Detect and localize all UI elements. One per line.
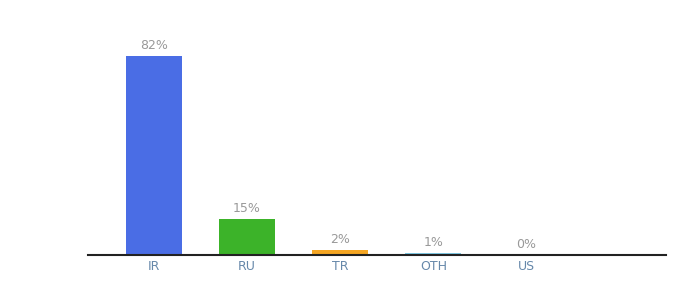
Bar <box>405 253 461 255</box>
Bar <box>126 56 182 255</box>
Text: 82%: 82% <box>139 39 167 52</box>
Bar <box>498 254 554 255</box>
Text: 15%: 15% <box>233 202 261 215</box>
Text: 2%: 2% <box>330 233 350 247</box>
Bar <box>219 218 275 255</box>
Text: 0%: 0% <box>517 238 537 250</box>
Bar <box>312 250 368 255</box>
Text: 1%: 1% <box>424 236 443 249</box>
